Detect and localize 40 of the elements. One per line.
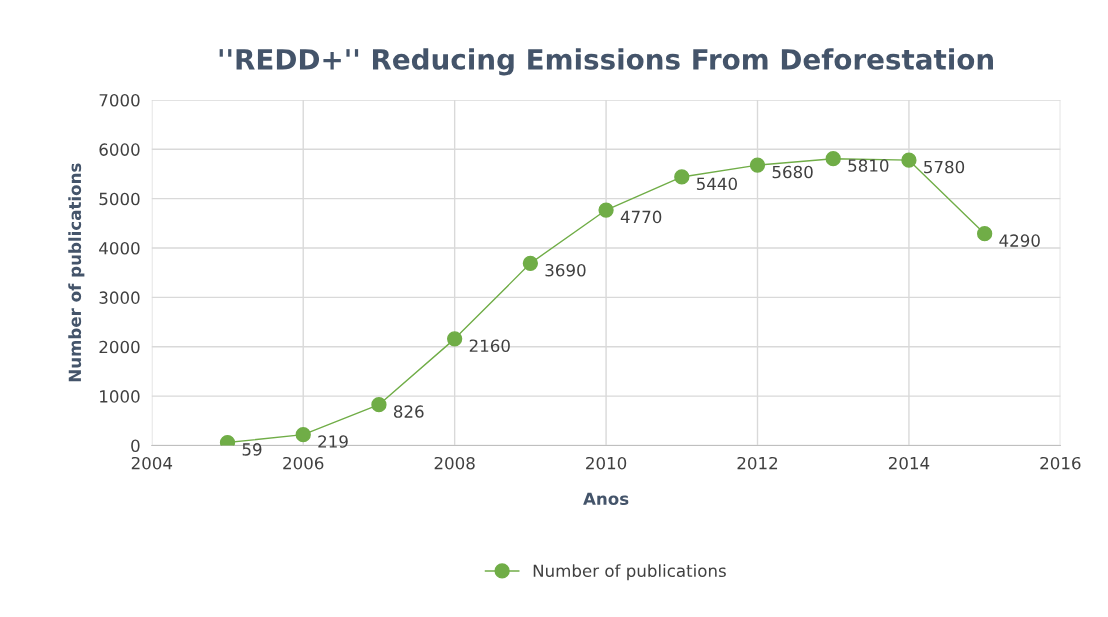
- x-tick-label: 2012: [737, 456, 778, 470]
- x-tick-label: 2014: [888, 456, 930, 470]
- data-label: 826: [393, 405, 424, 418]
- y-tick-label: 3000: [99, 291, 140, 304]
- data-label: 219: [318, 435, 348, 448]
- point: [977, 226, 993, 242]
- point: [901, 152, 917, 168]
- x-axis-title: Anos: [583, 492, 629, 506]
- point: [522, 255, 539, 271]
- data-label: 4770: [620, 210, 662, 224]
- y-tick-label: 7000: [99, 93, 140, 107]
- data-label: 5810: [848, 159, 889, 172]
- data-label: 5680: [772, 165, 813, 179]
- data-label: 5440: [696, 177, 737, 191]
- data-label: 3690: [545, 263, 586, 277]
- y-tick-label: 6000: [99, 143, 140, 156]
- data-label: 5780: [924, 160, 965, 174]
- point: [371, 397, 387, 413]
- point: [447, 331, 463, 347]
- x-tick-label: 2006: [283, 456, 324, 470]
- x-tick-label: 2004: [131, 456, 173, 470]
- chart-title: ''REDD+'' Reducing Emissions From Deforestation: [219, 48, 993, 76]
- data-label: 59: [242, 443, 262, 456]
- point: [749, 157, 766, 173]
- data-label: 4290: [999, 234, 1040, 247]
- y-tick-label: 4000: [99, 242, 140, 255]
- x-tick-label: 2010: [586, 456, 627, 470]
- x-tick-label: 2008: [434, 456, 475, 470]
- point: [295, 427, 311, 443]
- x-tick-label: 2016: [1040, 456, 1081, 470]
- point: [598, 202, 614, 218]
- point: [825, 151, 841, 167]
- data-label: 2160: [469, 339, 510, 353]
- y-tick-label: 2000: [99, 340, 140, 354]
- y-tick-label: 0: [131, 439, 140, 453]
- y-tick-label: 1000: [100, 390, 140, 403]
- y-axis-title: Number of publications: [68, 163, 85, 382]
- legend-label: Number of publications: [533, 564, 726, 581]
- y-tick-label: 5000: [99, 192, 140, 206]
- point: [674, 169, 690, 185]
